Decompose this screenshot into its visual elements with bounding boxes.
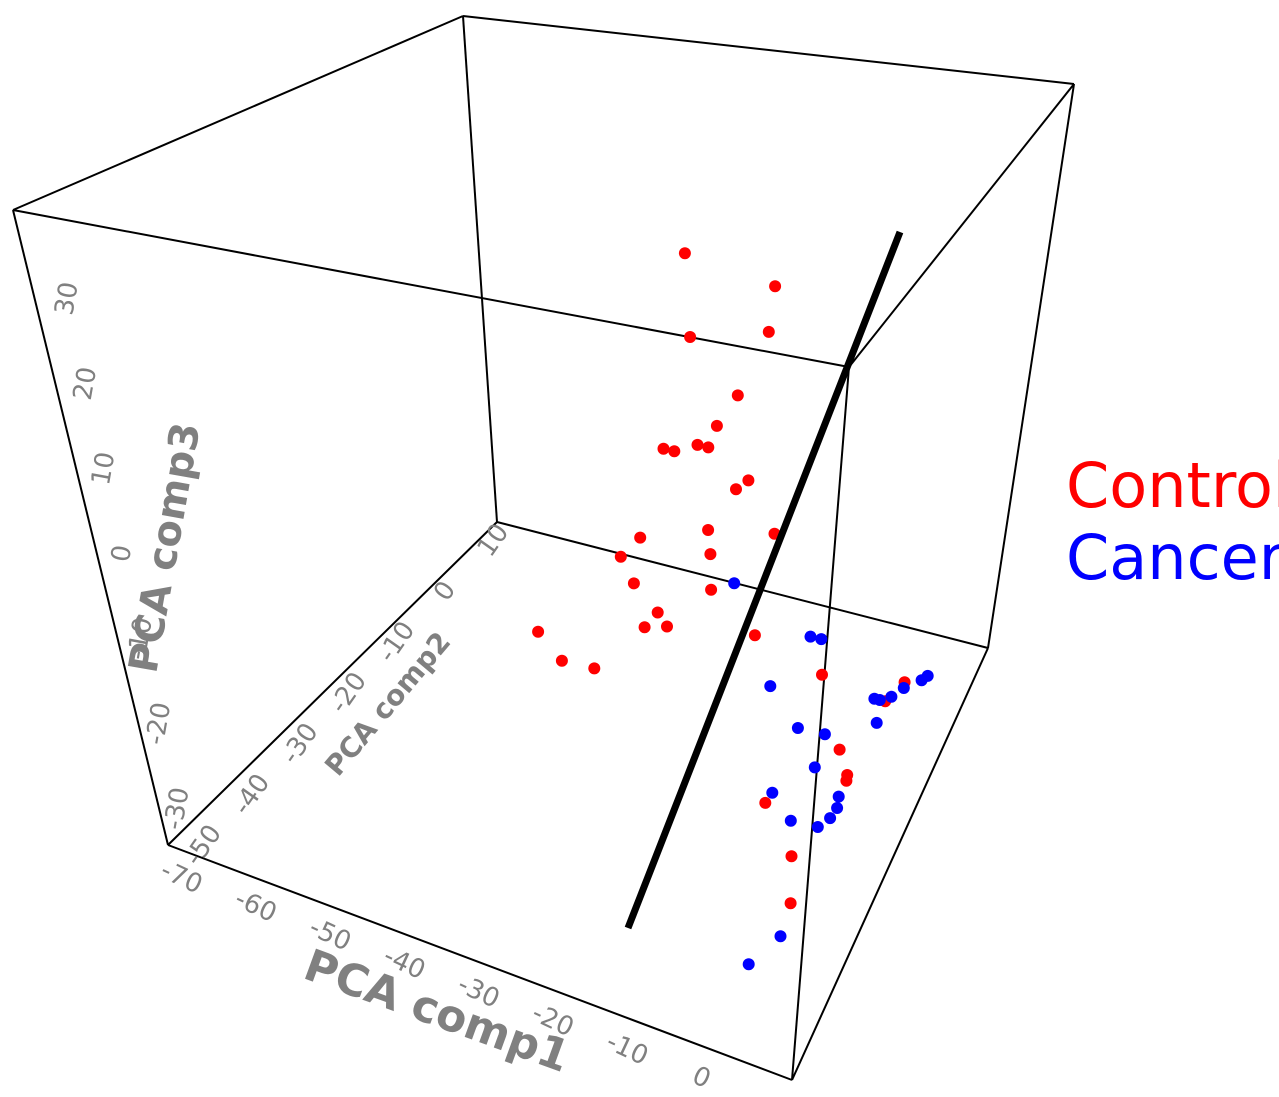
box-edge <box>12 15 464 211</box>
cancer-point <box>824 812 837 825</box>
cancer-point <box>818 728 831 741</box>
box-edge <box>848 83 1075 368</box>
control-point <box>769 280 782 293</box>
z-tick-label: -30 <box>159 785 196 832</box>
cancer-point <box>811 821 824 833</box>
control-point <box>627 577 640 590</box>
box-edge <box>167 521 498 846</box>
cancer-point <box>870 716 883 729</box>
z-tick-label: 0 <box>106 543 138 565</box>
cancer-point <box>791 722 804 734</box>
plot-box <box>12 15 1075 1081</box>
control-point <box>833 743 846 756</box>
cancer-point <box>873 694 886 706</box>
control-point <box>678 247 691 260</box>
cancer-point <box>804 630 817 643</box>
cancer-point <box>766 786 779 799</box>
cancer-point <box>831 802 844 814</box>
control-point <box>634 531 647 544</box>
control-point <box>816 668 828 681</box>
control-point <box>691 438 704 451</box>
cancer-point <box>897 682 910 694</box>
box-edge <box>791 647 989 1081</box>
x-tick-label: 0 <box>688 1061 716 1095</box>
x-tick-label: -10 <box>602 1027 653 1072</box>
y-tick-label: -40 <box>227 769 276 821</box>
box-edge <box>791 366 850 1081</box>
control-point <box>748 629 761 642</box>
control-point <box>705 583 718 596</box>
control-point <box>742 474 755 487</box>
box-edge <box>987 83 1075 649</box>
cancer-point <box>808 761 821 774</box>
control-point <box>588 662 601 675</box>
cancer-point <box>742 958 755 971</box>
box-edge <box>167 844 793 1081</box>
control-point <box>668 445 681 458</box>
cancer-point <box>774 930 787 943</box>
z-tick-label: 10 <box>86 450 121 488</box>
separating-line-layer <box>624 230 904 930</box>
legend-item-control: Control <box>1066 449 1279 522</box>
control-point <box>651 606 664 619</box>
y-tick-label: 0 <box>428 576 462 607</box>
control-point <box>684 331 697 343</box>
box-edge <box>12 209 850 368</box>
cancer-point <box>764 680 777 693</box>
cancer-point <box>885 690 898 703</box>
z-tick-label: -20 <box>140 700 177 747</box>
cancer-point <box>784 814 797 827</box>
box-edge <box>462 15 498 523</box>
cancer-point <box>728 577 741 590</box>
box-edge <box>462 15 1075 85</box>
control-point <box>614 550 627 563</box>
legend: Control Cancer <box>1066 450 1279 594</box>
z-tick-label: 30 <box>49 280 84 318</box>
control-point <box>704 548 717 561</box>
box-edge <box>496 521 989 649</box>
control-point <box>759 796 772 809</box>
cancer-point <box>921 669 934 682</box>
control-point <box>638 621 651 634</box>
cancer-point <box>815 633 828 646</box>
control-point <box>657 442 670 455</box>
separating-line <box>624 230 904 930</box>
control-point <box>785 850 798 863</box>
control-point <box>702 441 715 454</box>
control-point <box>840 774 853 787</box>
y-tick-label: -30 <box>276 718 325 770</box>
control-point <box>730 483 742 496</box>
control-point <box>532 625 545 638</box>
z-tick-label: -10 <box>122 615 159 662</box>
control-point <box>555 654 568 667</box>
control-point <box>702 524 715 536</box>
control-point <box>661 620 673 633</box>
control-point <box>784 897 797 910</box>
x-tick-label: -60 <box>230 884 281 929</box>
control-point <box>731 389 744 402</box>
z-tick-label: 20 <box>68 365 103 403</box>
data-points <box>532 247 934 971</box>
legend-item-cancer: Cancer <box>1066 521 1279 594</box>
control-point <box>762 325 775 338</box>
cancer-point <box>832 790 845 803</box>
control-point <box>710 419 723 432</box>
box-edge <box>12 209 169 846</box>
